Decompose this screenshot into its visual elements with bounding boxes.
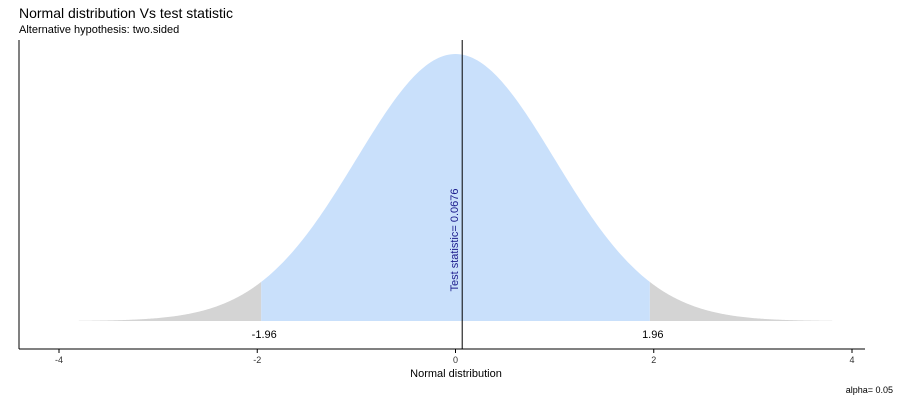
rejection-region-right xyxy=(649,281,833,321)
chart-title: Normal distribution Vs test statistic xyxy=(19,5,233,21)
rejection-region-left xyxy=(78,281,262,321)
critical-value-label: -1.96 xyxy=(252,329,277,341)
x-tick-label: 4 xyxy=(849,355,854,365)
x-tick-label: -2 xyxy=(253,355,261,365)
chart-subtitle: Alternative hypothesis: two.sided xyxy=(19,24,180,36)
x-axis-title: Normal distribution xyxy=(410,368,502,380)
acceptance-region xyxy=(261,54,650,321)
critical-value-label: 1.96 xyxy=(642,329,663,341)
x-tick-label: 2 xyxy=(651,355,656,365)
x-tick-label: 0 xyxy=(453,355,458,365)
x-tick-label: -4 xyxy=(55,355,63,365)
alpha-caption: alpha= 0.05 xyxy=(845,385,893,395)
test-statistic-label: Test statistic= 0.0676 xyxy=(449,188,461,291)
